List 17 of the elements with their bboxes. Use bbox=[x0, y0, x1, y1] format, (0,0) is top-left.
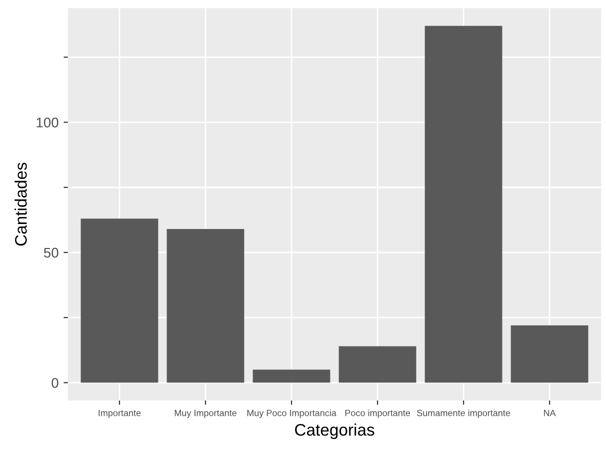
bar bbox=[424, 26, 502, 383]
bar bbox=[510, 325, 588, 383]
bar bbox=[166, 229, 244, 383]
y-tick-label: 50 bbox=[44, 248, 58, 258]
y-tick-label: 0 bbox=[52, 378, 58, 388]
y-axis-title: Cantidades bbox=[14, 162, 27, 246]
bar bbox=[80, 218, 158, 383]
x-tick-label: Muy Poco Importancia bbox=[247, 410, 336, 418]
x-tick-label: Poco importante bbox=[345, 410, 410, 418]
x-tick-label: Importante bbox=[98, 410, 141, 418]
x-tick-label: Muy Importante bbox=[174, 410, 236, 418]
bar bbox=[252, 370, 330, 383]
x-tick-label: NA bbox=[544, 410, 556, 416]
x-axis-title: Categorias bbox=[295, 424, 374, 440]
x-tick-label: Sumamente importante bbox=[417, 410, 510, 418]
bar bbox=[338, 346, 416, 383]
y-tick-label: 100 bbox=[36, 118, 58, 128]
